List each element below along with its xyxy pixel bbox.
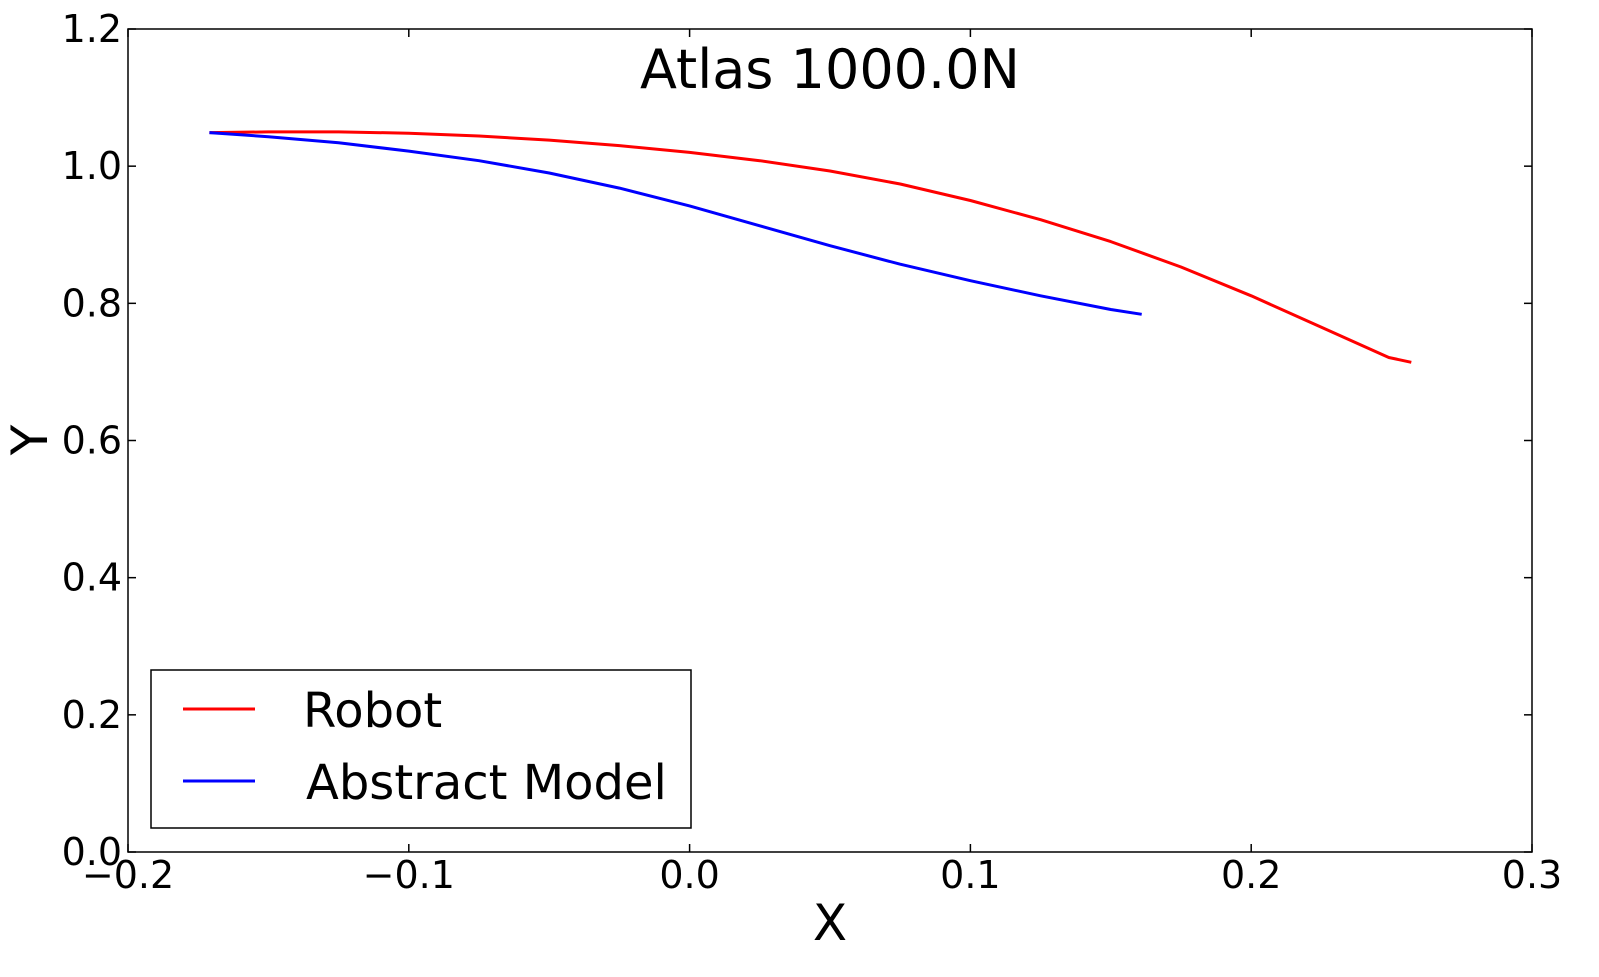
y-tick-label: 0.2 xyxy=(62,693,122,737)
x-tick-label: −0.2 xyxy=(82,853,174,897)
x-tick-label: 0.1 xyxy=(940,853,1000,897)
y-tick-label: 0.8 xyxy=(62,281,122,325)
y-axis-label: Y xyxy=(1,424,59,456)
series-lines xyxy=(209,130,1412,364)
plot-frame xyxy=(127,28,1533,853)
legend-label-abstract-model: Abstract Model xyxy=(306,755,667,811)
legend: Robot Abstract Model xyxy=(150,669,692,829)
legend-label-robot: Robot xyxy=(303,683,442,739)
x-tick-label: 0.3 xyxy=(1502,853,1562,897)
series-line-robot xyxy=(209,130,1412,364)
y-tick-label: 0.4 xyxy=(62,556,122,600)
chart-title: Atlas 1000.0N xyxy=(640,38,1020,101)
y-tick-label: 0.6 xyxy=(62,419,122,463)
x-axis-label: X xyxy=(813,894,847,952)
series-line-abstract-model xyxy=(209,131,1142,316)
x-tick-label: −0.1 xyxy=(363,853,455,897)
tick-labels: −0.2 −0.1 0.0 0.1 0.2 0.3 0.0 0.2 0.4 0.6 0.8 1.0 1.… xyxy=(62,7,1563,897)
y-tick-label: 1.0 xyxy=(62,144,122,188)
y-tick-label: 0.0 xyxy=(62,830,122,874)
x-tick-label: 0.0 xyxy=(659,853,719,897)
x-tick-label: 0.2 xyxy=(1221,853,1281,897)
legend-box xyxy=(150,669,692,829)
y-tick-label: 1.2 xyxy=(62,7,122,51)
